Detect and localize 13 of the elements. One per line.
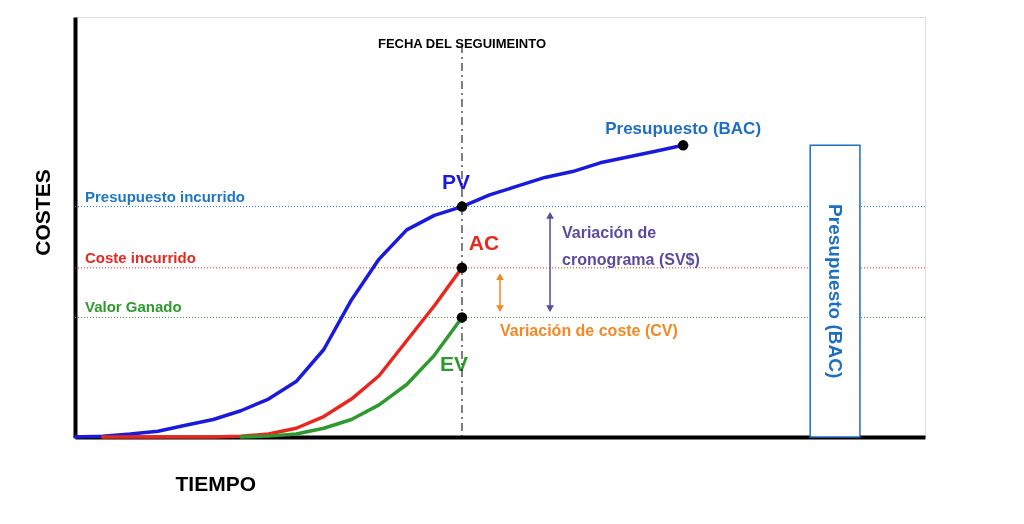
ref-line-label: Coste incurrido (85, 248, 196, 266)
series-label: PV (441, 169, 470, 193)
annotation: Variación de coste (CV) (500, 322, 678, 339)
text: FECHA DEL SEGUIMEINTO (377, 36, 547, 51)
series-label: EV (439, 352, 468, 376)
y-axis-title: COSTES (30, 169, 54, 256)
ref-line-label: Presupuesto incurrido (85, 187, 246, 205)
annotation: Presupuesto (BAC) (825, 204, 847, 379)
annotation: Variación de cronograma (SV$) (562, 224, 700, 268)
text: Presupuesto (BAC) (605, 119, 762, 139)
ref-line-label: Valor Ganado (85, 298, 182, 316)
series-label: AC (468, 230, 500, 254)
x-axis-title: TIEMPO (175, 471, 257, 495)
